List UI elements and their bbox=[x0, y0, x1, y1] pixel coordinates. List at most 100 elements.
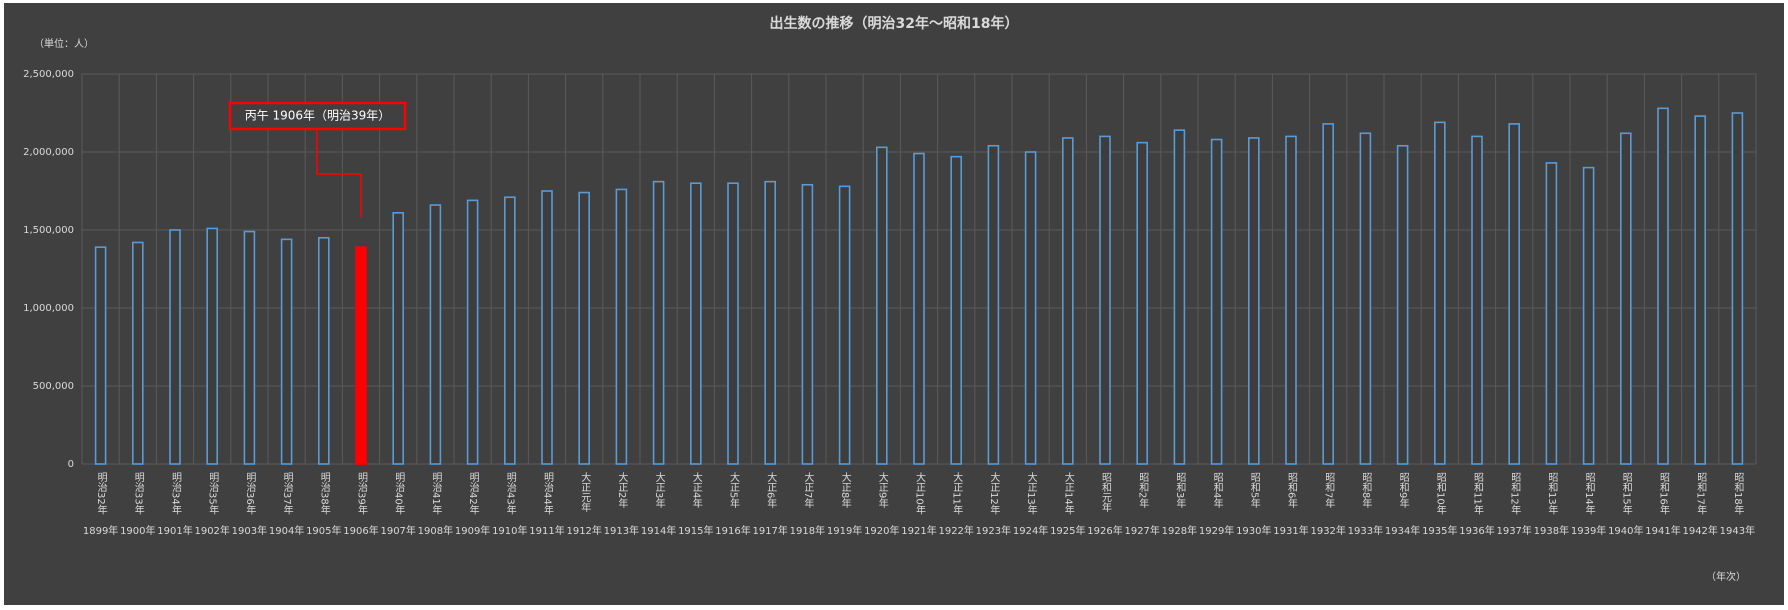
x-tick-label: 1940年 bbox=[1608, 524, 1643, 537]
bar bbox=[950, 155, 963, 465]
bar bbox=[1173, 129, 1186, 465]
era-label: 大正5年 bbox=[728, 471, 740, 509]
x-tick-label: 1921年 bbox=[901, 524, 936, 537]
x-tick-label: 1943年 bbox=[1720, 524, 1755, 537]
y-tick-label: 2,500,000 bbox=[23, 69, 74, 80]
bar bbox=[1545, 162, 1558, 465]
bar bbox=[1248, 137, 1260, 465]
x-tick-label: 1903年 bbox=[232, 524, 267, 537]
era-label: 明治33年 bbox=[132, 472, 144, 516]
x-tick-label: 1917年 bbox=[752, 524, 787, 537]
bar bbox=[280, 238, 293, 465]
x-tick-label: 1906年 bbox=[343, 524, 378, 537]
x-tick-label: 1931年 bbox=[1273, 524, 1308, 537]
era-label: 明治37年 bbox=[281, 472, 293, 516]
x-tick-label: 1916年 bbox=[715, 524, 750, 537]
x-tick-label: 1939年 bbox=[1571, 524, 1606, 537]
x-tick-label: 1932年 bbox=[1310, 524, 1345, 537]
era-label: 昭和7年 bbox=[1323, 472, 1335, 509]
era-label: 昭和5年 bbox=[1248, 472, 1260, 509]
era-label: 大正元年 bbox=[579, 471, 591, 513]
x-tick-label: 1912年 bbox=[566, 524, 601, 537]
x-tick-label: 1910年 bbox=[492, 524, 527, 537]
bar bbox=[689, 182, 702, 465]
bar bbox=[801, 183, 814, 465]
annotation-connector bbox=[316, 129, 362, 218]
x-tick-label: 1924年 bbox=[1013, 524, 1048, 537]
bar bbox=[578, 191, 591, 465]
era-label: 大正12年 bbox=[988, 471, 1000, 516]
bar bbox=[727, 182, 739, 465]
x-tick-label: 1930年 bbox=[1236, 524, 1271, 537]
era-label: 明治36年 bbox=[244, 472, 256, 516]
bar bbox=[1434, 121, 1446, 465]
bar bbox=[94, 246, 107, 465]
x-tick-label: 1913年 bbox=[604, 524, 639, 537]
era-label: 大正9年 bbox=[876, 471, 888, 509]
x-unit-label: （年次） bbox=[1706, 570, 1746, 583]
x-tick-label: 1934年 bbox=[1385, 524, 1420, 537]
bar bbox=[764, 180, 777, 465]
bar bbox=[1582, 166, 1595, 465]
x-tick-label: 1902年 bbox=[194, 524, 229, 537]
bar bbox=[1471, 135, 1483, 465]
era-label: 大正13年 bbox=[1025, 471, 1037, 516]
era-label: 昭和2年 bbox=[1137, 472, 1149, 509]
x-tick-label: 1941年 bbox=[1645, 524, 1680, 537]
era-label: 大正11年 bbox=[951, 471, 963, 516]
bar bbox=[875, 146, 888, 465]
annotation-box bbox=[228, 101, 407, 131]
bar bbox=[541, 190, 553, 465]
x-tick-label: 1919年 bbox=[827, 524, 862, 537]
y-tick-label: 2,000,000 bbox=[23, 147, 74, 158]
era-label: 明治34年 bbox=[170, 472, 182, 516]
era-label: 大正2年 bbox=[616, 471, 628, 509]
annotation-text: 丙午 1906年（明治39年） bbox=[245, 109, 391, 123]
era-label: 昭和6年 bbox=[1286, 472, 1298, 509]
era-label: 大正3年 bbox=[653, 471, 665, 509]
era-label: 昭和13年 bbox=[1546, 472, 1558, 516]
x-tick-label: 1915年 bbox=[678, 524, 713, 537]
x-tick-label: 1933年 bbox=[1348, 524, 1383, 537]
x-tick-label: 1904年 bbox=[269, 524, 304, 537]
bar bbox=[615, 188, 628, 465]
x-tick-label: 1914年 bbox=[641, 524, 676, 537]
x-tick-label: 1935年 bbox=[1422, 524, 1457, 537]
bar bbox=[1322, 123, 1334, 465]
bar bbox=[1285, 135, 1297, 465]
x-tick-label: 1936年 bbox=[1459, 524, 1494, 537]
era-label: 明治39年 bbox=[356, 472, 368, 516]
bar bbox=[1508, 123, 1520, 465]
era-label: 大正7年 bbox=[802, 471, 814, 509]
x-tick-label: 1909年 bbox=[455, 524, 490, 537]
bar bbox=[987, 144, 1000, 465]
x-tick-label: 1922年 bbox=[938, 524, 973, 537]
era-label: 昭和3年 bbox=[1174, 472, 1186, 509]
bar bbox=[169, 229, 181, 465]
x-tick-label: 1927年 bbox=[1124, 524, 1159, 537]
x-tick-label: 1926年 bbox=[1087, 524, 1122, 537]
era-label: 昭和10年 bbox=[1434, 472, 1446, 516]
x-tick-label: 1911年 bbox=[529, 524, 564, 537]
era-label: 明治38年 bbox=[318, 472, 330, 516]
x-tick-label: 1923年 bbox=[976, 524, 1011, 537]
bar bbox=[206, 227, 218, 465]
era-label: 昭和12年 bbox=[1509, 472, 1521, 516]
bar bbox=[243, 230, 256, 465]
y-tick-label: 1,000,000 bbox=[23, 303, 74, 314]
bar bbox=[132, 241, 144, 465]
era-label: 大正4年 bbox=[690, 471, 702, 509]
y-tick-label: 0 bbox=[68, 459, 74, 470]
era-label: 大正10年 bbox=[914, 471, 926, 516]
bar bbox=[1620, 132, 1632, 465]
x-tick-label: 1918年 bbox=[790, 524, 825, 537]
era-label: 昭和15年 bbox=[1620, 472, 1632, 516]
era-label: 昭和16年 bbox=[1658, 472, 1670, 516]
era-label: 昭和9年 bbox=[1397, 472, 1409, 509]
era-label: 大正6年 bbox=[765, 471, 777, 509]
bar bbox=[1210, 138, 1223, 465]
bar bbox=[1731, 112, 1744, 465]
x-tick-label: 1928年 bbox=[1162, 524, 1197, 537]
bar bbox=[1062, 137, 1074, 465]
